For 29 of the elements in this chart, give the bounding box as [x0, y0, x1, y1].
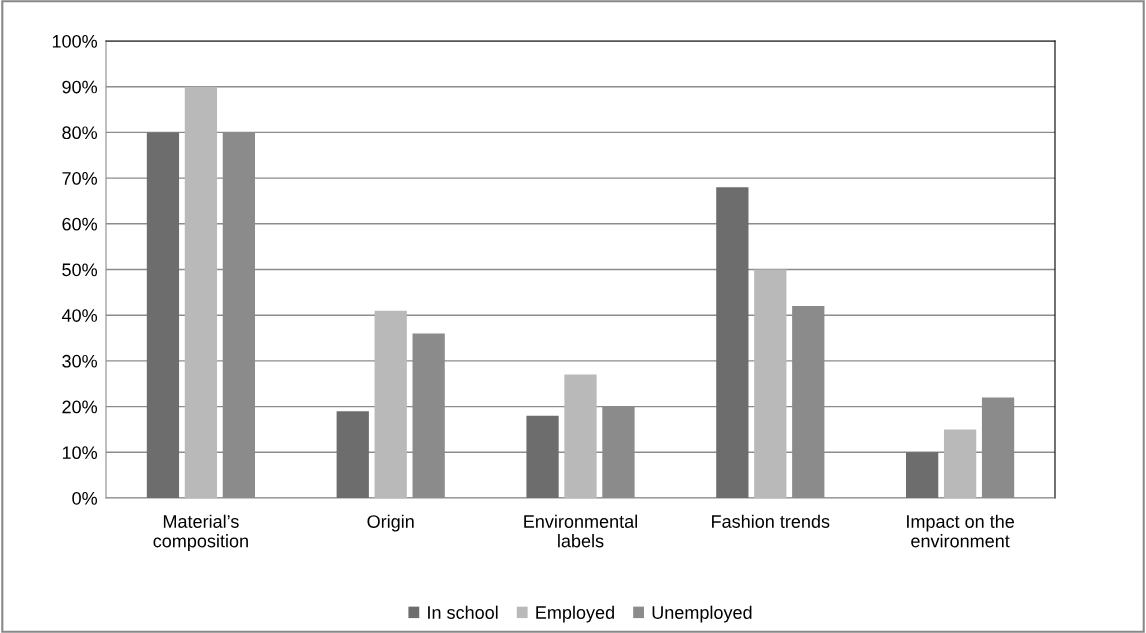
y-tick-label: 70% — [62, 172, 98, 185]
y-tick-label: 10% — [62, 446, 98, 460]
x-tick-label: Environmental labels — [524, 514, 637, 548]
y-tick-label: 40% — [61, 309, 98, 322]
legend-label: In school — [428, 605, 498, 619]
y-tick-label: 0% — [72, 491, 98, 505]
bar — [754, 269, 787, 498]
bar — [374, 310, 407, 498]
x-tick-label: Fashion trends — [712, 514, 830, 528]
legend-label: Unemployed — [652, 605, 752, 623]
bar — [716, 187, 749, 498]
bar — [906, 452, 939, 498]
bar — [336, 411, 369, 498]
bar — [564, 374, 597, 498]
bar — [526, 415, 559, 498]
bar — [184, 86, 218, 498]
bar — [146, 132, 180, 498]
legend-label: Employed — [536, 605, 614, 623]
y-tick-label: 80% — [62, 126, 98, 140]
y-tick-label: 100% — [52, 34, 98, 48]
y-tick-label: 50% — [62, 263, 98, 277]
y-tick-label: 60% — [62, 217, 98, 231]
y-tick-label: 90% — [62, 80, 98, 94]
x-tick-label: Material’s composition — [153, 514, 248, 551]
bar — [943, 429, 977, 498]
y-tick-label: 20% — [62, 400, 98, 414]
x-tick-label: Impact on the environment — [907, 514, 1014, 548]
x-tick-label: Origin — [367, 514, 414, 532]
y-tick-label: 30% — [62, 354, 98, 368]
